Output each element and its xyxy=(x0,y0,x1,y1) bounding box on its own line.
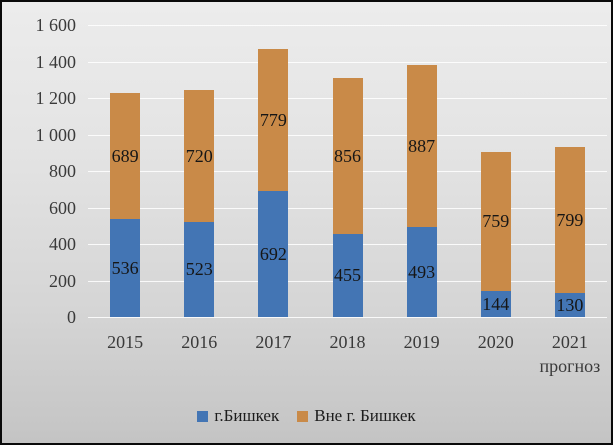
x-axis-category-line: 2021 xyxy=(551,332,588,352)
x-axis-category-line: 2020 xyxy=(477,332,514,352)
x-axis-category-line: 2018 xyxy=(329,332,366,352)
x-axis-category-label: 2015 xyxy=(88,330,162,354)
bar-segment xyxy=(480,152,511,291)
bar-value-label: 887 xyxy=(408,136,436,157)
bar-value-label: 493 xyxy=(408,262,436,282)
y-axis-tick-label: 400 xyxy=(49,234,76,254)
legend-label-outside-bishkek: Вне г. Бишкек xyxy=(314,406,416,425)
x-axis-category-label: 2021 прогноз xyxy=(533,330,607,378)
bar-value-label: 144 xyxy=(482,293,510,314)
x-axis-category-line: 2019 xyxy=(403,332,440,352)
x-axis-category-label: 2016 xyxy=(162,330,236,354)
gridline xyxy=(88,317,607,318)
x-axis-category-label: 2017 xyxy=(236,330,310,354)
y-axis-tick-label: 800 xyxy=(49,161,76,181)
y-axis-tick-label: 1 000 xyxy=(35,124,77,145)
bar-segment xyxy=(258,190,289,317)
gridline xyxy=(88,25,607,26)
y-axis-tick-label: 1 600 xyxy=(35,15,77,35)
legend-item-bishkek: г.Бишкек xyxy=(197,406,279,426)
x-axis-category-line: 2015 xyxy=(107,332,144,352)
bar-segment xyxy=(184,221,215,317)
bar-segment xyxy=(258,48,289,191)
legend-swatch-bishkek-icon xyxy=(197,410,209,422)
bar-segment xyxy=(406,65,437,228)
bar-segment xyxy=(406,227,437,317)
bar-value-label: 779 xyxy=(259,109,287,130)
bar-value-label: 130 xyxy=(556,295,584,316)
bar-segment xyxy=(184,90,215,222)
bar-value-label: 692 xyxy=(259,243,287,264)
y-axis-tick-label: 1 200 xyxy=(35,88,77,108)
x-axis-category-label: 2019 xyxy=(385,330,459,354)
x-axis-category-line: 2016 xyxy=(181,332,218,352)
bar-value-label: 856 xyxy=(334,145,361,166)
bar-value-label: 689 xyxy=(111,146,139,167)
bar-segment xyxy=(332,233,363,317)
bar-segment xyxy=(554,293,585,317)
bar-value-label: 759 xyxy=(482,211,510,232)
bar-segment xyxy=(554,147,585,294)
x-axis-category-line: прогноз xyxy=(539,356,601,376)
legend-label-bishkek: г.Бишкек xyxy=(214,406,280,425)
bar-segment xyxy=(480,290,511,317)
bar-segment xyxy=(110,93,141,220)
legend: г.Бишкек Вне г. Бишкек xyxy=(2,406,611,426)
bar-segment xyxy=(332,77,363,234)
bar-segment xyxy=(110,219,141,317)
x-axis-category-label: 2018 xyxy=(310,330,384,354)
legend-swatch-outside-bishkek-icon xyxy=(297,410,309,422)
bar-value-label: 720 xyxy=(185,145,213,166)
gridline xyxy=(88,61,607,63)
legend-item-outside-bishkek: Вне г. Бишкек xyxy=(297,406,416,426)
x-axis-category-label: 2020 xyxy=(459,330,533,354)
y-axis-tick-label: 200 xyxy=(49,270,76,291)
bar-value-label: 455 xyxy=(334,265,361,286)
y-axis-tick-label: 1 400 xyxy=(35,51,77,72)
y-axis-tick-label: 0 xyxy=(67,307,76,327)
x-axis-category-line: 2017 xyxy=(255,332,292,352)
bar-value-label: 523 xyxy=(185,259,213,280)
y-axis-tick-label: 600 xyxy=(49,197,76,218)
bar-value-label: 799 xyxy=(556,210,584,231)
bar-value-label: 536 xyxy=(111,258,139,279)
